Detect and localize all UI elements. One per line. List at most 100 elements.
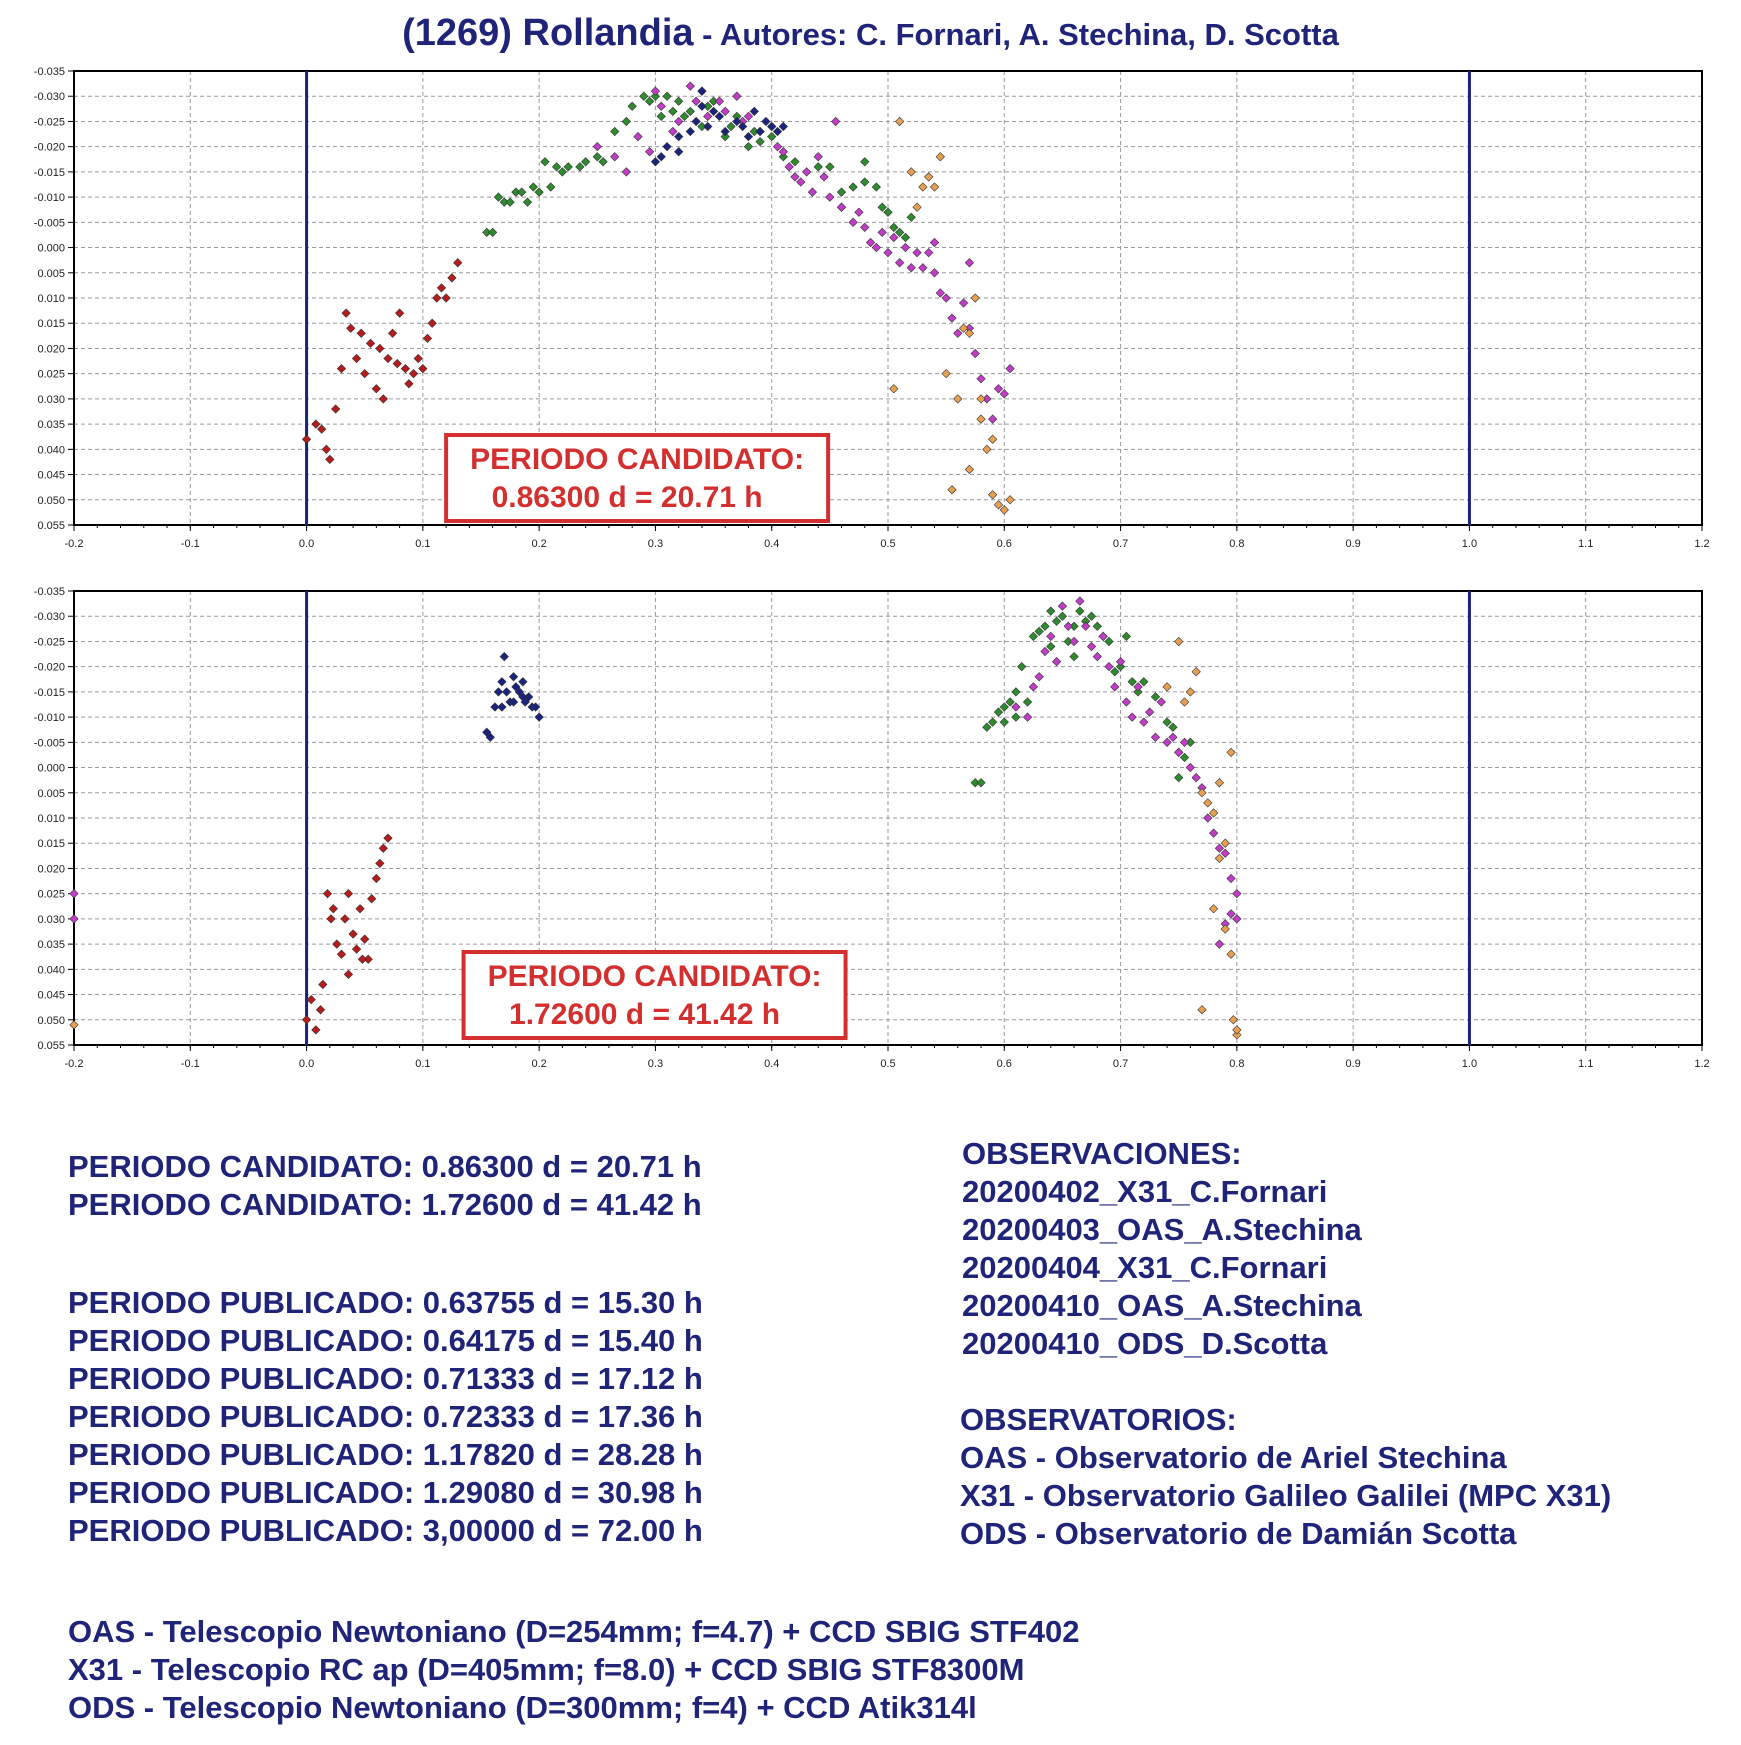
data-point (1232, 889, 1242, 899)
data-point (633, 131, 643, 142)
data-point (801, 167, 812, 177)
candidate-periods: PERIODO CANDIDATO: 0.86300 d = 20.71 h P… (68, 1148, 702, 1224)
data-point (708, 106, 719, 116)
observatory-item: X31 - Observatorio Galileo Galilei (MPC … (960, 1478, 1612, 1513)
data-point (813, 152, 823, 162)
data-point (1208, 828, 1219, 838)
x-tick-label: 0.1 (415, 1058, 430, 1070)
data-point (387, 328, 398, 338)
published-period-line: PERIODO PUBLICADO: 0.71333 d = 17.12 h (68, 1361, 703, 1396)
data-point (685, 81, 695, 91)
data-point (784, 162, 794, 172)
equipment-item: OAS - Telescopio Newtoniano (D=254mm; f=… (68, 1614, 1080, 1649)
x-tick-label: 1.1 (1578, 1058, 1593, 1070)
data-point (778, 147, 788, 157)
data-point (685, 106, 695, 116)
data-point (322, 889, 333, 899)
data-point (883, 207, 893, 217)
x-tick-label: 0.2 (531, 538, 546, 550)
data-point (575, 162, 585, 172)
data-point (982, 444, 992, 454)
data-point (743, 111, 754, 122)
data-point (581, 157, 591, 167)
x-tick-label: 0.8 (1229, 1058, 1244, 1070)
data-point (1104, 636, 1114, 647)
y-tick-label: 0.045 (37, 990, 65, 1002)
data-point (367, 894, 377, 904)
data-point (691, 116, 701, 127)
data-point (301, 1015, 312, 1025)
data-point (610, 152, 620, 162)
data-point (69, 1020, 79, 1030)
x-tick-label: 0.3 (648, 538, 663, 550)
y-tick-label: 0.035 (37, 419, 65, 431)
data-point (836, 202, 847, 212)
y-tick-label: 0.005 (37, 788, 65, 800)
data-point (906, 263, 916, 273)
y-tick-label: -0.015 (34, 167, 65, 179)
data-point (976, 778, 986, 788)
data-point (662, 142, 672, 152)
data-point (1086, 611, 1097, 621)
data-point (929, 268, 940, 278)
plot-frame (73, 70, 1703, 526)
data-point (418, 363, 428, 374)
data-point (1197, 788, 1207, 798)
data-point (531, 702, 541, 712)
data-point (929, 237, 940, 248)
data-point (912, 247, 922, 258)
data-point (621, 116, 631, 127)
data-point (360, 369, 370, 379)
data-point (924, 247, 934, 258)
data-point (912, 202, 922, 212)
data-point (518, 677, 528, 687)
data-point (807, 187, 818, 197)
data-point (1121, 631, 1132, 642)
data-point (1040, 621, 1050, 631)
data-point (639, 91, 649, 101)
data-point (1220, 848, 1230, 858)
x-tick-label: -0.2 (65, 1058, 84, 1070)
data-point (311, 1025, 321, 1035)
data-point (1104, 662, 1114, 672)
data-point (825, 192, 835, 202)
x-tick-label: 0.8 (1229, 538, 1244, 550)
data-point (1022, 712, 1033, 722)
data-point (592, 142, 602, 152)
data-point (900, 242, 911, 253)
data-point (1057, 611, 1068, 621)
data-point (1174, 636, 1184, 647)
data-point (970, 348, 980, 359)
data-point (1232, 1030, 1242, 1040)
data-point (1208, 808, 1219, 818)
data-point (1121, 697, 1132, 707)
data-point (1005, 495, 1015, 505)
data-point (836, 187, 847, 197)
equipment-list: OAS - Telescopio Newtoniano (D=254mm; f=… (68, 1613, 1079, 1727)
data-point (1179, 697, 1190, 707)
data-point (999, 702, 1009, 712)
y-tick-label: -0.005 (34, 217, 65, 229)
data-point (1232, 1025, 1242, 1035)
data-point (69, 889, 79, 899)
observation-item: 20200402_X31_C.Fornari (962, 1174, 1328, 1209)
data-point (924, 172, 934, 182)
data-point (668, 126, 678, 137)
x-tick-label: 1.2 (1694, 538, 1709, 550)
data-point (1063, 621, 1073, 631)
data-point (1168, 732, 1178, 742)
data-point (1203, 798, 1213, 808)
y-tick-label: -0.015 (34, 687, 65, 699)
data-point (941, 369, 951, 379)
x-tick-label: -0.1 (181, 538, 200, 550)
x-tick-label: 1.1 (1578, 538, 1593, 550)
data-point (321, 444, 331, 454)
data-point (1179, 737, 1190, 747)
annotation-frame (444, 433, 831, 523)
x-tick-label: 1.0 (1462, 538, 1477, 550)
data-point (1092, 621, 1102, 631)
data-point (877, 202, 887, 212)
data-point (1162, 682, 1172, 692)
y-tick-label: 0.015 (37, 838, 65, 850)
lightcurve-chart-1: -0.2 -0.1 0.0 0.1 0.2 0.3 0.4 0.5 0.6 0.7 0.8 0.9 1.… (34, 66, 1710, 550)
